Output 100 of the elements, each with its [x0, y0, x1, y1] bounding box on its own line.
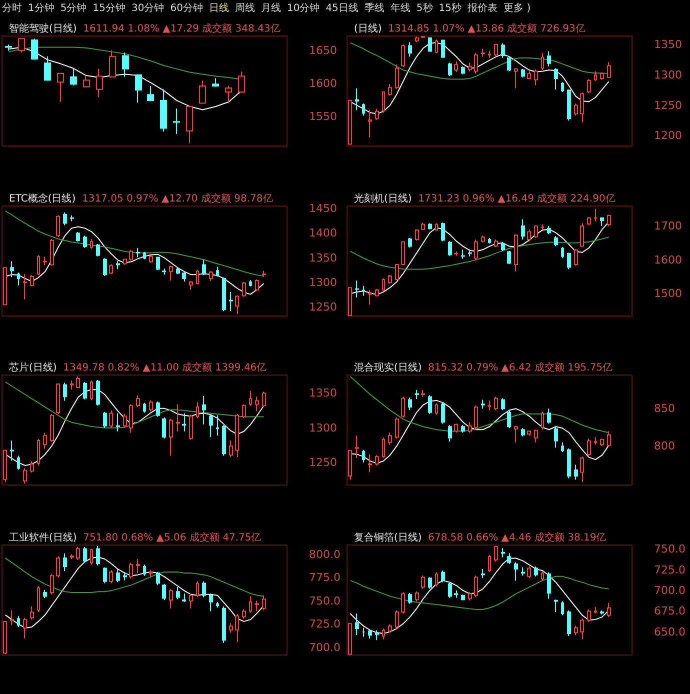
candlestick [401, 44, 405, 68]
text: 60分钟 [170, 2, 203, 15]
candlestick [96, 68, 103, 98]
candlestick [368, 454, 372, 473]
candlestick [541, 52, 544, 71]
candlestick [395, 262, 399, 280]
candlestick [501, 547, 505, 558]
candlestick [129, 248, 133, 260]
candlestick [574, 625, 578, 636]
y-tick-label: 1300 [654, 68, 682, 82]
candlestick [514, 425, 518, 443]
candlestick [63, 211, 67, 226]
candlestick [388, 432, 392, 446]
candlestick [116, 412, 120, 432]
text: 1分钟 [28, 2, 54, 15]
text: 15分钟 [92, 2, 126, 15]
candlestick [547, 50, 551, 67]
candlestick [162, 583, 166, 600]
candlestick [176, 266, 180, 274]
candlestick [421, 574, 425, 589]
candlestick [534, 224, 538, 238]
y-tick-label: 850 [654, 402, 675, 416]
candlestick [255, 600, 259, 612]
candlestick [368, 110, 372, 138]
candlestick [375, 108, 379, 120]
candlestick [488, 50, 491, 58]
candlestick [600, 438, 604, 447]
candlestick [607, 602, 611, 617]
candlestick [607, 62, 611, 78]
y-tick-label: 800 [654, 440, 675, 453]
candlestick [594, 606, 597, 614]
candlestick [143, 564, 146, 576]
candlestick [63, 382, 67, 402]
candlestick [216, 266, 219, 277]
candlestick [388, 623, 392, 633]
candlestick [30, 274, 34, 286]
candlestick [587, 608, 591, 622]
candlestick [355, 435, 359, 459]
candlestick [90, 238, 93, 249]
candlestick [50, 413, 54, 442]
candlestick [249, 390, 252, 406]
line-series [8, 46, 242, 110]
candlestick [202, 580, 206, 598]
candlestick [474, 52, 478, 74]
candlestick [561, 442, 564, 453]
candlestick [23, 273, 27, 300]
chart-title: 芯片(日线) [8, 362, 64, 374]
candlestick [527, 70, 531, 80]
candlestick [30, 606, 34, 620]
text: 分时 [2, 2, 22, 15]
y-tick-label: 700.0 [309, 640, 340, 654]
candlestick [90, 548, 93, 565]
candlestick [454, 250, 458, 256]
y-tick-label: 750.0 [309, 594, 340, 607]
candlestick [17, 614, 20, 628]
candlestick [567, 252, 571, 270]
candlestick [182, 271, 186, 282]
candlestick [10, 440, 14, 462]
text: 季线 [364, 2, 384, 15]
candlestick [147, 86, 154, 102]
y-tick-label: 700.0 [654, 583, 686, 596]
candlestick [514, 233, 518, 272]
candlestick [222, 606, 226, 643]
candlestick [408, 236, 412, 248]
text: 15秒 [438, 2, 462, 15]
candlestick [149, 569, 153, 577]
text: 5分钟 [60, 2, 87, 15]
candlestick [461, 424, 465, 434]
candlestick [435, 402, 438, 416]
candlestick [494, 238, 498, 247]
candlestick [160, 88, 167, 132]
candlestick [76, 546, 80, 560]
candlestick [43, 432, 47, 450]
chart-title: ETC概念(日线) [9, 192, 82, 204]
chart-title: 工业软件(日线) [9, 531, 84, 543]
candlestick [362, 626, 365, 637]
candlestick [594, 436, 597, 446]
candlestick [415, 389, 419, 400]
candlestick [235, 413, 239, 458]
candlestick [574, 248, 578, 266]
candlestick [222, 424, 226, 456]
candlestick [348, 100, 352, 145]
candlestick [441, 222, 445, 242]
candlestick [435, 222, 438, 231]
candlestick [421, 389, 425, 398]
candlestick [169, 264, 173, 280]
candlestick [468, 248, 472, 256]
candlestick [607, 214, 611, 226]
y-tick-label: 1650 [309, 44, 337, 57]
candlestick [375, 454, 379, 466]
candlestick [242, 608, 246, 619]
candlestick [209, 270, 213, 281]
candlestick [83, 76, 90, 88]
candlestick [56, 382, 60, 414]
candlestick [149, 254, 153, 263]
candlestick [561, 82, 564, 92]
candlestick [507, 250, 511, 264]
candlestick [229, 290, 233, 312]
y-tick-label: 1550 [309, 110, 337, 123]
y-tick-label: 1250 [654, 98, 682, 112]
